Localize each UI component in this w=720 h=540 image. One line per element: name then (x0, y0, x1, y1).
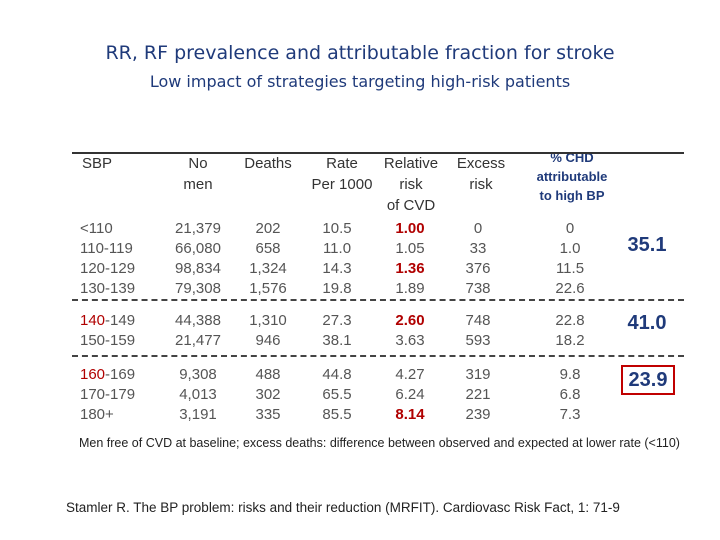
group-1-total: 35.1 (627, 234, 667, 256)
group-2-sbp: 140-149 150-159 (80, 312, 136, 349)
group-2-deaths: 1,310 946 (249, 312, 287, 349)
group-1-sbp: <110 110-119 120-129 130-139 (80, 220, 136, 297)
slide-title: RR, RF prevalence and attributable fract… (105, 42, 615, 64)
header-chd-attributable: % CHD attributable to high BP (536, 150, 608, 203)
divider-1 (72, 299, 684, 301)
group-2-no-men: 44,388 21,477 (175, 312, 221, 349)
sbp-140-prefix: 140 (80, 312, 106, 329)
group-1-rate: 10.5 11.0 14.3 19.8 (322, 220, 352, 297)
group-3-sbp: 160-169 170-179 180+ (80, 366, 136, 423)
group-3-excess: 319 221 239 (465, 366, 491, 423)
group-3-total-box: 23.9 (620, 365, 676, 395)
footnote: Men free of CVD at baseline; excess deat… (79, 436, 680, 450)
group-1-excess: 0 33 376 738 (465, 220, 491, 297)
header-relative-risk: Relative risk of CVD (383, 155, 439, 214)
group-3-total: 23.9 (614, 365, 682, 395)
header-rate: Rate Per 1000 (311, 155, 373, 193)
group-1-no-men: 21,379 66,080 98,834 79,308 (175, 220, 221, 297)
group-2-chd: 22.8 18.2 (555, 312, 585, 349)
sbp-160-suffix: -169 (105, 366, 136, 383)
group-3-relative-risk: 4.27 6.24 8.14 (395, 366, 425, 423)
group-3-rate: 44.8 65.5 85.5 (322, 366, 352, 423)
header-excess-risk: Excess risk (456, 155, 506, 193)
divider-2 (72, 355, 684, 357)
header-deaths: Deaths (244, 155, 292, 172)
sbp-140-suffix: -149 (105, 312, 136, 329)
group-2-relative-risk: 2.60 3.63 (395, 312, 425, 349)
group-1-relative-risk: 1.00 1.05 1.36 1.89 (395, 220, 425, 297)
slide-subtitle: Low impact of strategies targeting high-… (149, 72, 571, 91)
group-1-deaths: 202 658 1,324 1,576 (249, 220, 287, 297)
citation: Stamler R. The BP problem: risks and the… (66, 500, 620, 515)
header-no-men: No men (183, 155, 213, 193)
group-3-deaths: 488 302 335 (255, 366, 281, 423)
group-2-rate: 27.3 38.1 (322, 312, 352, 349)
sbp-160-prefix: 160 (80, 366, 106, 383)
group-2-excess: 748 593 (465, 312, 491, 349)
group-3-no-men: 9,308 4,013 3,191 (179, 366, 217, 423)
header-sbp: SBP (82, 155, 113, 172)
group-1-chd: 0 1.0 11.5 22.6 (555, 220, 585, 297)
group-3-chd: 9.8 6.8 7.3 (559, 366, 581, 423)
group-2-total: 41.0 (627, 312, 667, 334)
header-rule (72, 152, 684, 154)
